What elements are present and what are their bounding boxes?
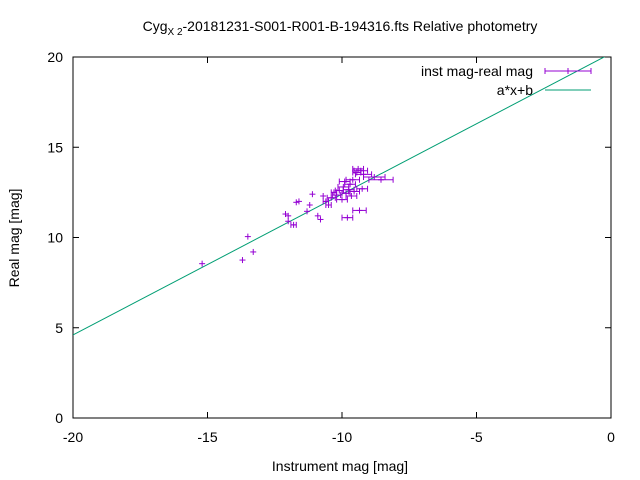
y-axis-label: Real mag [mag]: [6, 189, 22, 288]
legend: inst mag-real mag a*x+b: [421, 63, 592, 98]
data-point: [304, 208, 311, 215]
y-tick-label: 10: [47, 230, 63, 246]
data-point: [250, 248, 257, 255]
chart-title-main: Cyg: [143, 18, 168, 34]
data-point: [320, 192, 327, 199]
data-point: [244, 233, 251, 240]
y-tick-label: 15: [47, 139, 63, 155]
axis-ticks: -20 -15 -10 -5 0 0 5 10 15 20: [47, 49, 615, 445]
data-point: [295, 198, 302, 205]
x-tick-label: -15: [197, 429, 217, 445]
plot-frame: [72, 56, 612, 419]
x-axis-label: Instrument mag [mag]: [272, 458, 408, 474]
data-point: [326, 194, 336, 201]
data-point: [345, 192, 358, 199]
data-point: [285, 212, 292, 219]
chart-title: CygX 2-20181231-S001-R001-B-194316.fts R…: [143, 18, 538, 38]
data-point: [356, 185, 369, 192]
x-tick-label: -5: [470, 429, 483, 445]
data-point: [353, 167, 369, 174]
x-tick-label: -20: [63, 429, 83, 445]
legend-symbol-errorbar: [544, 68, 592, 74]
series-layer: [73, 57, 606, 336]
data-point: [368, 176, 394, 183]
data-point: [352, 207, 367, 214]
data-point: [345, 176, 360, 183]
legend-label-fit: a*x+b: [497, 82, 533, 98]
x-tick-label: 0: [607, 429, 615, 445]
data-point: [325, 202, 332, 209]
chart-title-subscript: X 2: [168, 27, 183, 38]
data-point: [341, 214, 354, 221]
y-tick-label: 5: [55, 320, 63, 336]
data-point: [306, 202, 313, 209]
data-point: [309, 191, 316, 198]
data-point: [199, 260, 206, 267]
data-point: [290, 221, 297, 228]
data-point: [314, 212, 321, 219]
data-point: [322, 198, 330, 205]
data-point: [317, 216, 324, 223]
data-point: [239, 257, 246, 264]
chart-title-rest: -20181231-S001-R001-B-194316.fts Relativ…: [183, 18, 538, 34]
data-point: [293, 199, 300, 206]
y-tick-label: 20: [47, 49, 63, 65]
data-point: [285, 218, 292, 225]
data-point: [348, 188, 360, 195]
data-point: [344, 181, 356, 188]
x-tick-label: -10: [332, 429, 352, 445]
data-point: [336, 196, 348, 203]
data-point: [363, 174, 386, 181]
y-tick-label: 0: [55, 410, 63, 426]
legend-label-inst-mag: inst mag-real mag: [421, 63, 533, 79]
